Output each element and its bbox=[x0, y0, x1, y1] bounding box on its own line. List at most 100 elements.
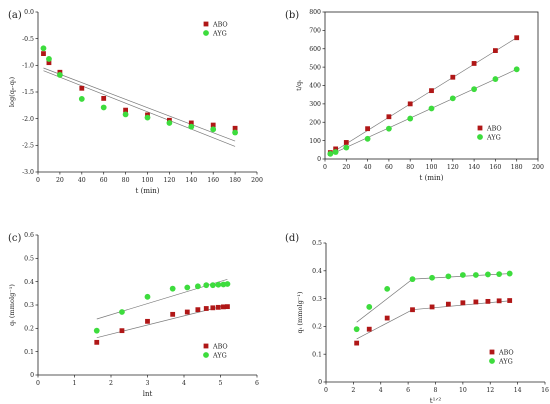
data-point-abo bbox=[507, 298, 513, 303]
data-point-ayg bbox=[429, 274, 435, 281]
y-axis-title: log(qₑ-qₜ) bbox=[8, 76, 16, 107]
data-point-ayg bbox=[492, 76, 499, 82]
data-point-abo bbox=[493, 48, 498, 53]
data-point-ayg bbox=[407, 115, 414, 122]
data-point-abo bbox=[46, 60, 52, 66]
data-point-abo bbox=[225, 304, 230, 310]
x-tick-label: 6 bbox=[406, 387, 410, 394]
data-point-ayg bbox=[184, 284, 191, 291]
legend-marker-abo bbox=[203, 343, 209, 349]
data-point-abo bbox=[496, 298, 502, 304]
data-point-abo bbox=[514, 35, 520, 41]
x-tick-label: 20 bbox=[342, 164, 350, 171]
data-point-abo bbox=[366, 326, 372, 332]
data-point-ayg bbox=[332, 149, 339, 155]
data-point-abo bbox=[384, 315, 390, 321]
y-tick-label: 0.6 bbox=[24, 232, 34, 239]
chart-panel-1: (a) 0 20 40 60 80 100 120 140 160 180 200 0.0 -0.5 -1.… bbox=[8, 9, 263, 195]
x-tick-label: 120 bbox=[163, 177, 175, 184]
data-point-abo bbox=[450, 74, 456, 80]
legend-label-abo: ABO bbox=[212, 342, 228, 350]
chart-panel-2: (b) 0 20 40 60 80 100 120 140 160 180 200 0 100 200 300… bbox=[285, 9, 544, 182]
y-tick-label: 600 bbox=[309, 46, 321, 53]
fit-line-abo bbox=[328, 37, 517, 156]
data-point-ayg bbox=[188, 123, 195, 130]
data-point-abo bbox=[429, 88, 434, 94]
data-point-ayg bbox=[78, 96, 85, 102]
y-tick-label: 0.3 bbox=[312, 296, 322, 303]
data-point-abo bbox=[232, 125, 238, 131]
data-point-abo bbox=[101, 96, 107, 101]
data-point-abo bbox=[203, 306, 209, 311]
x-tick-label: 4 bbox=[379, 387, 383, 394]
data-point-ayg bbox=[409, 276, 416, 283]
y-tick-label: 0.2 bbox=[312, 324, 322, 331]
y-tick-label: 0.0 bbox=[24, 9, 34, 16]
data-point-ayg bbox=[46, 56, 52, 62]
legend-marker-ayg bbox=[477, 134, 483, 140]
x-tick-label: 1 bbox=[73, 380, 77, 387]
data-point-ayg bbox=[169, 285, 176, 292]
x-tick-label: 0 bbox=[323, 164, 327, 171]
y-tick-label: -3.0 bbox=[22, 169, 34, 176]
chart-panel-4: (d) 0 2 4 6 8 10 12 14 16 0 0.1 0.2 0.3 0.4 0.5 t¹ᐟ² qₜ (… bbox=[285, 233, 549, 404]
legend-label-abo: ABO bbox=[486, 124, 502, 132]
x-axis-title: t (min) bbox=[136, 187, 160, 195]
data-point-abo bbox=[343, 140, 349, 145]
y-tick-label: -1.5 bbox=[22, 89, 34, 96]
fit-line-ayg bbox=[328, 68, 517, 157]
x-tick-label: 3 bbox=[146, 380, 150, 387]
data-point-abo bbox=[471, 61, 477, 66]
data-point-abo bbox=[386, 114, 392, 120]
data-point-ayg bbox=[194, 283, 201, 290]
data-point-ayg bbox=[459, 272, 466, 278]
y-tick-label: -2.5 bbox=[22, 143, 34, 150]
legend-label-ayg: AYG bbox=[486, 133, 501, 141]
y-axis-title: qₜ (mmolg⁻¹) bbox=[296, 291, 304, 333]
y-tick-label: 0.1 bbox=[312, 351, 322, 358]
data-point-abo bbox=[195, 307, 201, 313]
legend-marker-ayg bbox=[489, 358, 495, 364]
data-point-abo bbox=[210, 122, 216, 128]
data-point-abo bbox=[460, 300, 466, 306]
data-point-abo bbox=[485, 298, 491, 304]
data-point-abo bbox=[445, 301, 451, 307]
x-tick-label: 2 bbox=[351, 387, 355, 394]
legend-label-abo: ABO bbox=[498, 348, 514, 356]
data-point-abo bbox=[170, 311, 176, 317]
data-point-ayg bbox=[343, 144, 350, 151]
data-point-abo bbox=[354, 340, 360, 346]
data-point-ayg bbox=[210, 126, 217, 133]
x-tick-label: 0 bbox=[324, 387, 328, 394]
x-axis-title: lnt bbox=[143, 390, 153, 398]
data-point-ayg bbox=[57, 72, 63, 78]
y-axis-title: qₜ (mmolg⁻¹) bbox=[8, 284, 16, 326]
panel-label: (a) bbox=[8, 10, 22, 21]
data-point-abo bbox=[188, 120, 194, 126]
legend-label-abo: ABO bbox=[212, 20, 228, 28]
data-point-abo bbox=[123, 107, 128, 113]
legend-label-ayg: AYG bbox=[498, 357, 513, 365]
y-tick-label: 400 bbox=[309, 83, 321, 90]
x-tick-label: 40 bbox=[78, 177, 86, 184]
data-point-ayg bbox=[471, 86, 477, 93]
x-tick-label: 14 bbox=[514, 387, 522, 394]
data-point-ayg bbox=[384, 285, 391, 292]
x-tick-label: 200 bbox=[532, 164, 544, 171]
x-tick-label: 120 bbox=[447, 164, 459, 171]
data-point-ayg bbox=[513, 66, 520, 73]
x-axis-title: t¹ᐟ² bbox=[430, 397, 442, 404]
data-point-abo bbox=[79, 85, 85, 91]
data-point-abo bbox=[184, 309, 190, 315]
y-axis-title: t/qₜ bbox=[295, 80, 303, 91]
data-point-ayg bbox=[224, 281, 231, 287]
data-point-ayg bbox=[485, 271, 491, 278]
chart-panel-3: (c) 0 1 2 3 4 5 6 0 0.1 0.2 0.3 0.4 0.5 0.6 lnt qₜ (mmol… bbox=[8, 232, 259, 398]
data-point-ayg bbox=[166, 120, 173, 126]
x-tick-label: 16 bbox=[541, 387, 549, 394]
data-point-abo bbox=[119, 328, 125, 334]
data-point-ayg bbox=[144, 114, 151, 121]
data-point-abo bbox=[429, 304, 435, 310]
x-tick-label: 180 bbox=[511, 164, 523, 171]
y-tick-label: 0.1 bbox=[24, 349, 34, 356]
